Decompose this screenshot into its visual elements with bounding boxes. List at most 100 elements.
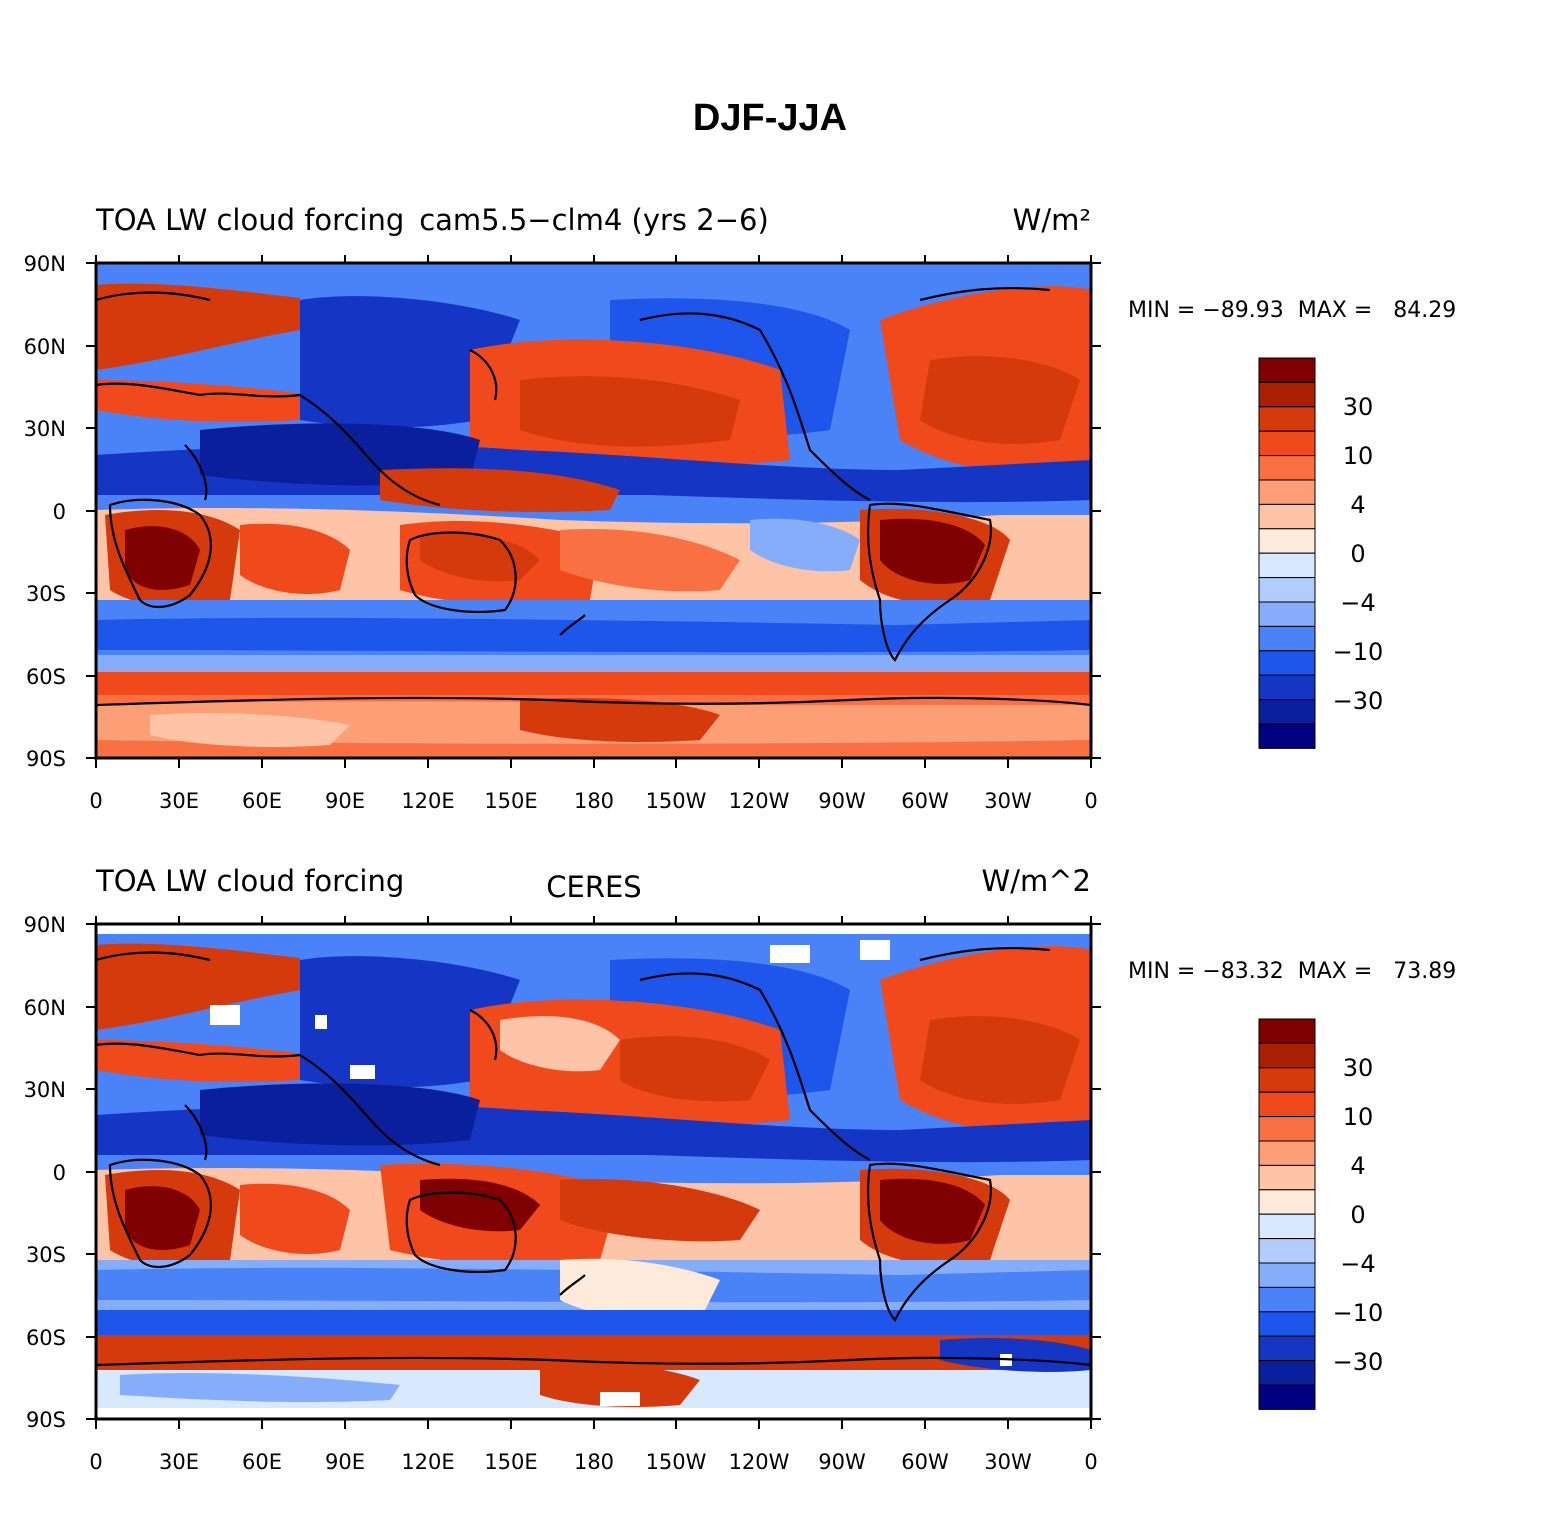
min-max-label: MIN = −83.32 MAX = 73.89	[1128, 959, 1456, 984]
lon-tick-label: 60W	[901, 1450, 949, 1474]
colorbar-tick-label: −10	[1333, 1299, 1384, 1327]
lon-tick-label: 150E	[484, 789, 537, 813]
lon-tick-label: 150E	[484, 1450, 537, 1474]
map-ticks	[86, 916, 1101, 1429]
lon-tick-label: 120W	[729, 1450, 790, 1474]
lon-tick-label: 30E	[159, 1450, 199, 1474]
lat-tick-label: 60N	[24, 996, 66, 1020]
colorbar-tick-label: −4	[1340, 589, 1375, 617]
lon-tick-label: 150W	[646, 1450, 707, 1474]
lat-tick-label: 60N	[24, 335, 66, 359]
colorbar	[1258, 1018, 1316, 1410]
colorbar-tick-label: 4	[1350, 491, 1365, 519]
lat-tick-label: 90S	[26, 1408, 66, 1432]
lat-tick-label: 90N	[24, 252, 66, 276]
colorbar-swatch	[1258, 1384, 1316, 1410]
colorbar-swatch	[1258, 1335, 1316, 1362]
lon-tick-label: 60E	[242, 1450, 282, 1474]
colorbar-swatch	[1258, 1213, 1316, 1240]
lon-tick-label: 30E	[159, 789, 199, 813]
colorbar-swatch	[1258, 1311, 1316, 1337]
colorbar-swatch	[1258, 1140, 1316, 1166]
colorbar-swatch	[1258, 650, 1316, 676]
lon-tick-label: 120E	[401, 1450, 454, 1474]
colorbar-tick-label: −4	[1340, 1250, 1375, 1278]
lon-tick-label: 0	[1084, 789, 1097, 813]
lon-tick-label: 0	[1084, 1450, 1097, 1474]
panel-center-title: cam5.5−clm4 (yrs 2−6)	[419, 203, 769, 237]
lat-tick-labels: 90N 60N 30N 0 30S 60S 90S	[24, 913, 66, 1432]
colorbar-swatch	[1258, 674, 1316, 701]
lon-tick-label: 180	[574, 789, 614, 813]
colorbar-tick-label: 4	[1350, 1152, 1365, 1180]
lat-tick-label: 30N	[24, 1078, 66, 1102]
colorbar-labels: 30 10 4 0 −4 −10 −30	[1333, 393, 1384, 715]
lat-tick-label: 30S	[26, 1243, 66, 1267]
colorbar-tick-label: 0	[1350, 1201, 1365, 1229]
lat-tick-labels: 90N 60N 30N 0 30S 60S 90S	[24, 252, 66, 771]
colorbar-tick-label: 10	[1343, 1103, 1374, 1131]
colorbar-swatch	[1258, 1067, 1316, 1093]
lon-tick-label: 90W	[818, 1450, 866, 1474]
colorbar-swatch	[1258, 430, 1316, 457]
colorbar-tick-label: 30	[1343, 393, 1374, 421]
colorbar-swatch	[1258, 577, 1316, 603]
map-ticks	[86, 255, 1101, 768]
colorbar-swatch	[1258, 1189, 1316, 1215]
lat-tick-label: 0	[53, 1161, 66, 1185]
lat-tick-label: 0	[53, 500, 66, 524]
colorbar-swatch	[1258, 1116, 1316, 1142]
field-map	[96, 924, 1091, 1419]
colorbar-swatch	[1258, 479, 1316, 505]
colorbar-swatch	[1258, 625, 1316, 652]
colorbar-swatch	[1258, 1262, 1316, 1288]
colorbar-swatch	[1258, 723, 1316, 749]
lon-tick-label: 120W	[729, 789, 790, 813]
panel-left-title: TOA LW cloud forcing	[95, 203, 404, 237]
lat-tick-label: 30N	[24, 417, 66, 441]
figure-title: DJF-JJA	[693, 97, 847, 139]
lon-tick-label: 60E	[242, 789, 282, 813]
lon-tick-label: 90E	[325, 789, 365, 813]
lat-tick-label: 30S	[26, 582, 66, 606]
colorbar-swatch	[1258, 1286, 1316, 1313]
panel-left-title: TOA LW cloud forcing	[95, 864, 404, 898]
lon-tick-label: 90W	[818, 789, 866, 813]
lon-tick-label: 0	[89, 1450, 102, 1474]
colorbar-swatch	[1258, 1091, 1316, 1118]
colorbar-tick-label: 0	[1350, 540, 1365, 568]
lat-tick-label: 60S	[26, 665, 66, 689]
lon-tick-label: 60W	[901, 789, 949, 813]
lon-tick-labels: 0 30E 60E 90E 120E 150E 180 150W 120W 90…	[89, 789, 1097, 813]
colorbar-swatch	[1258, 1042, 1316, 1069]
lat-tick-label: 90N	[24, 913, 66, 937]
coastlines	[96, 946, 1091, 1367]
colorbar-swatch	[1258, 503, 1316, 530]
field-map	[96, 263, 1091, 758]
colorbar-swatch	[1258, 1164, 1316, 1191]
colorbar	[1258, 357, 1316, 749]
colorbar-tick-label: −30	[1333, 687, 1384, 715]
colorbar-swatch	[1258, 406, 1316, 432]
lon-tick-label: 0	[89, 789, 102, 813]
panel-model: TOA LW cloud forcing cam5.5−clm4 (yrs 2−…	[24, 203, 1457, 813]
colorbar-swatch	[1258, 455, 1316, 481]
colorbar-tick-label: −10	[1333, 638, 1384, 666]
colorbar-swatch	[1258, 381, 1316, 408]
colorbar-swatch	[1258, 1238, 1316, 1264]
colorbar-swatch	[1258, 601, 1316, 627]
colorbar-tick-label: 30	[1343, 1054, 1374, 1082]
lon-tick-label: 30W	[984, 1450, 1032, 1474]
panel-units: W/m^2	[982, 864, 1091, 898]
colorbar-swatch	[1258, 357, 1316, 383]
lat-tick-label: 60S	[26, 1326, 66, 1350]
panel-units: W/m²	[1013, 203, 1091, 237]
lon-tick-label: 150W	[646, 789, 707, 813]
colorbar-tick-label: −30	[1333, 1348, 1384, 1376]
colorbar-labels: 30 10 4 0 −4 −10 −30	[1333, 1054, 1384, 1376]
lon-tick-label: 120E	[401, 789, 454, 813]
colorbar-swatch	[1258, 528, 1316, 554]
lon-tick-label: 30W	[984, 789, 1032, 813]
lon-tick-label: 90E	[325, 1450, 365, 1474]
